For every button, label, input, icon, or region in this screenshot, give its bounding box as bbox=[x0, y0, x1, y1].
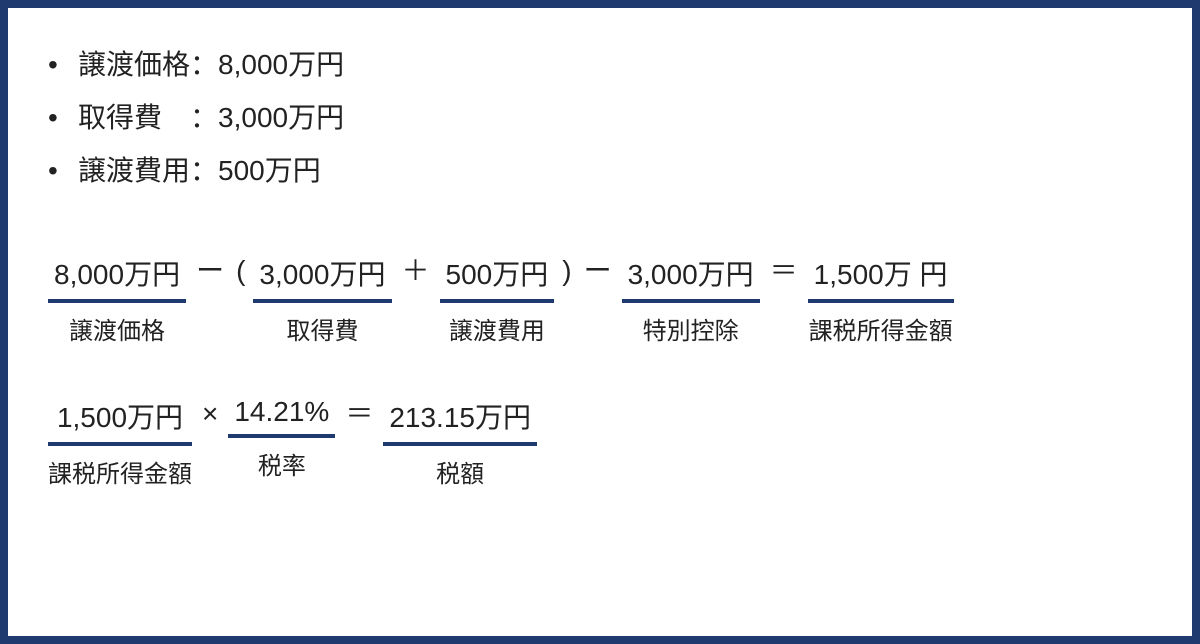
item-value: 500万円 bbox=[218, 155, 321, 186]
operator-plus: ＋ bbox=[398, 257, 434, 285]
list-item: 譲渡費用：500万円 bbox=[78, 144, 1152, 197]
term-label: 特別控除 bbox=[643, 311, 739, 346]
term-sale-price: 8,000万円 譲渡価格 bbox=[48, 253, 186, 346]
term-value: 1,500万 円 bbox=[808, 253, 954, 299]
term-value: 500万円 bbox=[440, 253, 555, 299]
paren-close: ) bbox=[560, 257, 573, 285]
term-value: 213.15万円 bbox=[383, 396, 537, 442]
item-value: 3,000万円 bbox=[218, 102, 344, 133]
term-underline bbox=[228, 434, 335, 438]
term-underline bbox=[48, 299, 186, 303]
term-tax-amount: 213.15万円 税額 bbox=[383, 396, 537, 489]
tax-calculation-panel: 譲渡価格：8,000万円 取得費 ：3,000万円 譲渡費用：500万円 8,0… bbox=[0, 0, 1200, 644]
term-value: 14.21% bbox=[228, 396, 335, 434]
tax-amount-formula: 1,500万円 課税所得金額 × 14.21% 税率 ＝ 213.15万円 税額 bbox=[48, 396, 1152, 489]
item-value: 8,000万円 bbox=[218, 49, 344, 80]
term-underline bbox=[440, 299, 555, 303]
operator-equals: ＝ bbox=[341, 400, 377, 428]
operator-minus: ー bbox=[580, 257, 616, 285]
term-label: 譲渡価格 bbox=[69, 311, 165, 346]
term-value: 1,500万円 bbox=[51, 396, 189, 442]
term-label: 課税所得金額 bbox=[48, 454, 192, 489]
term-label: 税額 bbox=[436, 454, 484, 489]
item-label: 譲渡費用 bbox=[78, 155, 190, 186]
term-acquisition-cost: 3,000万円 取得費 bbox=[253, 253, 391, 346]
operator-equals: ＝ bbox=[766, 257, 802, 285]
operator-multiply: × bbox=[198, 400, 222, 428]
term-label: 税率 bbox=[258, 446, 306, 481]
taxable-income-formula: 8,000万円 譲渡価格 ー ( 3,000万円 取得費 ＋ 500万円 譲渡費… bbox=[48, 253, 1152, 346]
term-value: 3,000万円 bbox=[253, 253, 391, 299]
item-label: 譲渡価格 bbox=[78, 49, 190, 80]
term-label: 取得費 bbox=[286, 311, 358, 346]
list-item: 譲渡価格：8,000万円 bbox=[78, 38, 1152, 91]
paren-open: ( bbox=[234, 257, 247, 285]
term-value: 8,000万円 bbox=[48, 253, 186, 299]
term-transfer-cost: 500万円 譲渡費用 bbox=[440, 253, 555, 346]
input-values-list: 譲渡価格：8,000万円 取得費 ：3,000万円 譲渡費用：500万円 bbox=[48, 38, 1152, 198]
term-underline bbox=[808, 299, 954, 303]
term-underline bbox=[383, 442, 537, 446]
term-label: 譲渡費用 bbox=[449, 311, 545, 346]
list-item: 取得費 ：3,000万円 bbox=[78, 91, 1152, 144]
term-label: 課税所得金額 bbox=[809, 311, 953, 346]
term-taxable-income: 1,500万 円 課税所得金額 bbox=[808, 253, 954, 346]
operator-minus: ー bbox=[192, 257, 228, 285]
term-tax-rate: 14.21% 税率 bbox=[228, 396, 335, 481]
term-value: 3,000万円 bbox=[622, 253, 760, 299]
item-label: 取得費 bbox=[78, 102, 190, 133]
term-taxable-income: 1,500万円 課税所得金額 bbox=[48, 396, 192, 489]
term-special-deduction: 3,000万円 特別控除 bbox=[622, 253, 760, 346]
term-underline bbox=[48, 442, 192, 446]
term-underline bbox=[622, 299, 760, 303]
term-underline bbox=[253, 299, 391, 303]
